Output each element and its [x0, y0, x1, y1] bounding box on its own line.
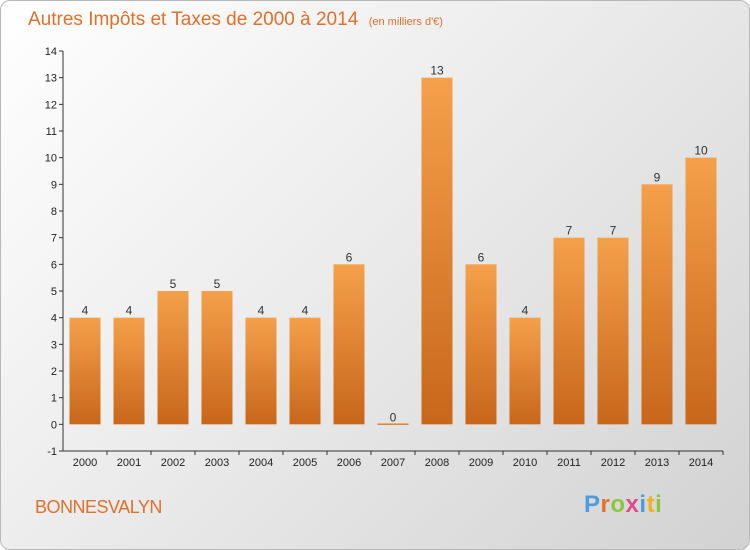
bars — [69, 77, 717, 425]
bar-2008 — [421, 77, 453, 425]
logo-letter: i — [639, 491, 647, 518]
logo-letter: x — [625, 491, 640, 518]
data-label-2014: 10 — [694, 144, 708, 158]
x-tick-label: 2008 — [425, 457, 449, 469]
bar-2012 — [597, 237, 629, 425]
data-label-2003: 5 — [214, 277, 221, 291]
x-tick-label: 2000 — [73, 457, 97, 469]
data-label-2007: 0 — [390, 410, 397, 424]
data-label-2001: 4 — [126, 304, 133, 318]
data-label-2008: 13 — [430, 64, 444, 78]
y-tick-label: 4 — [51, 313, 57, 325]
chart-subtitle: (en milliers d'€) — [368, 16, 443, 28]
bar-2013 — [641, 184, 673, 425]
data-label-2013: 9 — [654, 170, 661, 184]
bar-2002 — [157, 291, 189, 425]
bar-2010 — [509, 317, 541, 425]
y-tick-label: 1 — [51, 393, 57, 405]
y-tick-label: 2 — [51, 366, 57, 378]
bar-2000 — [69, 317, 101, 425]
title-line: Autres Impôts et Taxes de 2000 à 2014 (e… — [28, 9, 443, 31]
logo-letter: t — [646, 491, 656, 518]
data-labels: 4 4 5 5 4 4 6 0 13 6 4 7 7 9 10 — [82, 64, 708, 425]
y-tick-label: 3 — [51, 339, 57, 351]
data-label-2010: 4 — [522, 304, 529, 318]
bar-2007 — [377, 423, 409, 425]
data-label-2002: 5 — [170, 277, 177, 291]
x-tick-label: 2002 — [161, 457, 185, 469]
bar-2001 — [113, 317, 145, 425]
y-tick-label: 11 — [46, 126, 57, 138]
data-label-2006: 6 — [346, 250, 353, 264]
x-tick-label: 2011 — [557, 457, 581, 469]
x-tick-label: 2009 — [469, 457, 493, 469]
bar-2005 — [289, 317, 321, 425]
y-tick-label: 0 — [51, 419, 57, 431]
x-tick-label: 2012 — [601, 457, 625, 469]
y-tick-label: 10 — [45, 153, 57, 165]
y-tick-label: 8 — [51, 206, 57, 218]
y-tick-label: -1 — [47, 446, 57, 458]
y-tick-label: 5 — [51, 286, 57, 298]
bar-2011 — [553, 237, 585, 425]
y-tick-label: 6 — [51, 259, 57, 271]
bar-2014 — [685, 157, 717, 425]
bar-2004 — [245, 317, 277, 425]
x-tick-label: 2010 — [513, 457, 537, 469]
x-tick-label: 2003 — [205, 457, 229, 469]
y-tick-label: 7 — [51, 233, 57, 245]
x-tick-label: 2014 — [689, 457, 713, 469]
logo-letter: P — [584, 491, 601, 518]
bar-2003 — [201, 291, 233, 425]
bar-2006 — [333, 264, 365, 425]
data-label-2011: 7 — [566, 224, 573, 238]
commune-name: BONNESVALYN — [35, 497, 162, 517]
x-tick-label: 2006 — [337, 457, 361, 469]
data-label-2000: 4 — [82, 304, 89, 318]
x-tick-label: 2013 — [645, 457, 669, 469]
bar-2009 — [465, 264, 497, 425]
chart-title: Autres Impôts et Taxes de 2000 à 2014 — [28, 9, 359, 30]
y-tick-label: 12 — [45, 99, 57, 111]
data-label-2012: 7 — [610, 224, 617, 238]
logo-letter: o — [610, 491, 626, 518]
data-label-2009: 6 — [478, 250, 485, 264]
y-tick-label: 14 — [45, 46, 57, 58]
x-tick-label: 2004 — [249, 457, 273, 469]
x-tick-label: 2005 — [293, 457, 317, 469]
y-tick-label: 9 — [51, 179, 57, 191]
x-tick-label: 2007 — [381, 457, 405, 469]
logo-letter: r — [600, 491, 611, 518]
proxiti-logo[interactable]: Proxiti — [584, 491, 662, 519]
x-tick-label: 2001 — [117, 457, 141, 469]
logo-letter: i — [655, 491, 663, 518]
data-label-2004: 4 — [258, 304, 265, 318]
y-tick-label: 13 — [45, 73, 57, 85]
data-label-2005: 4 — [302, 304, 309, 318]
